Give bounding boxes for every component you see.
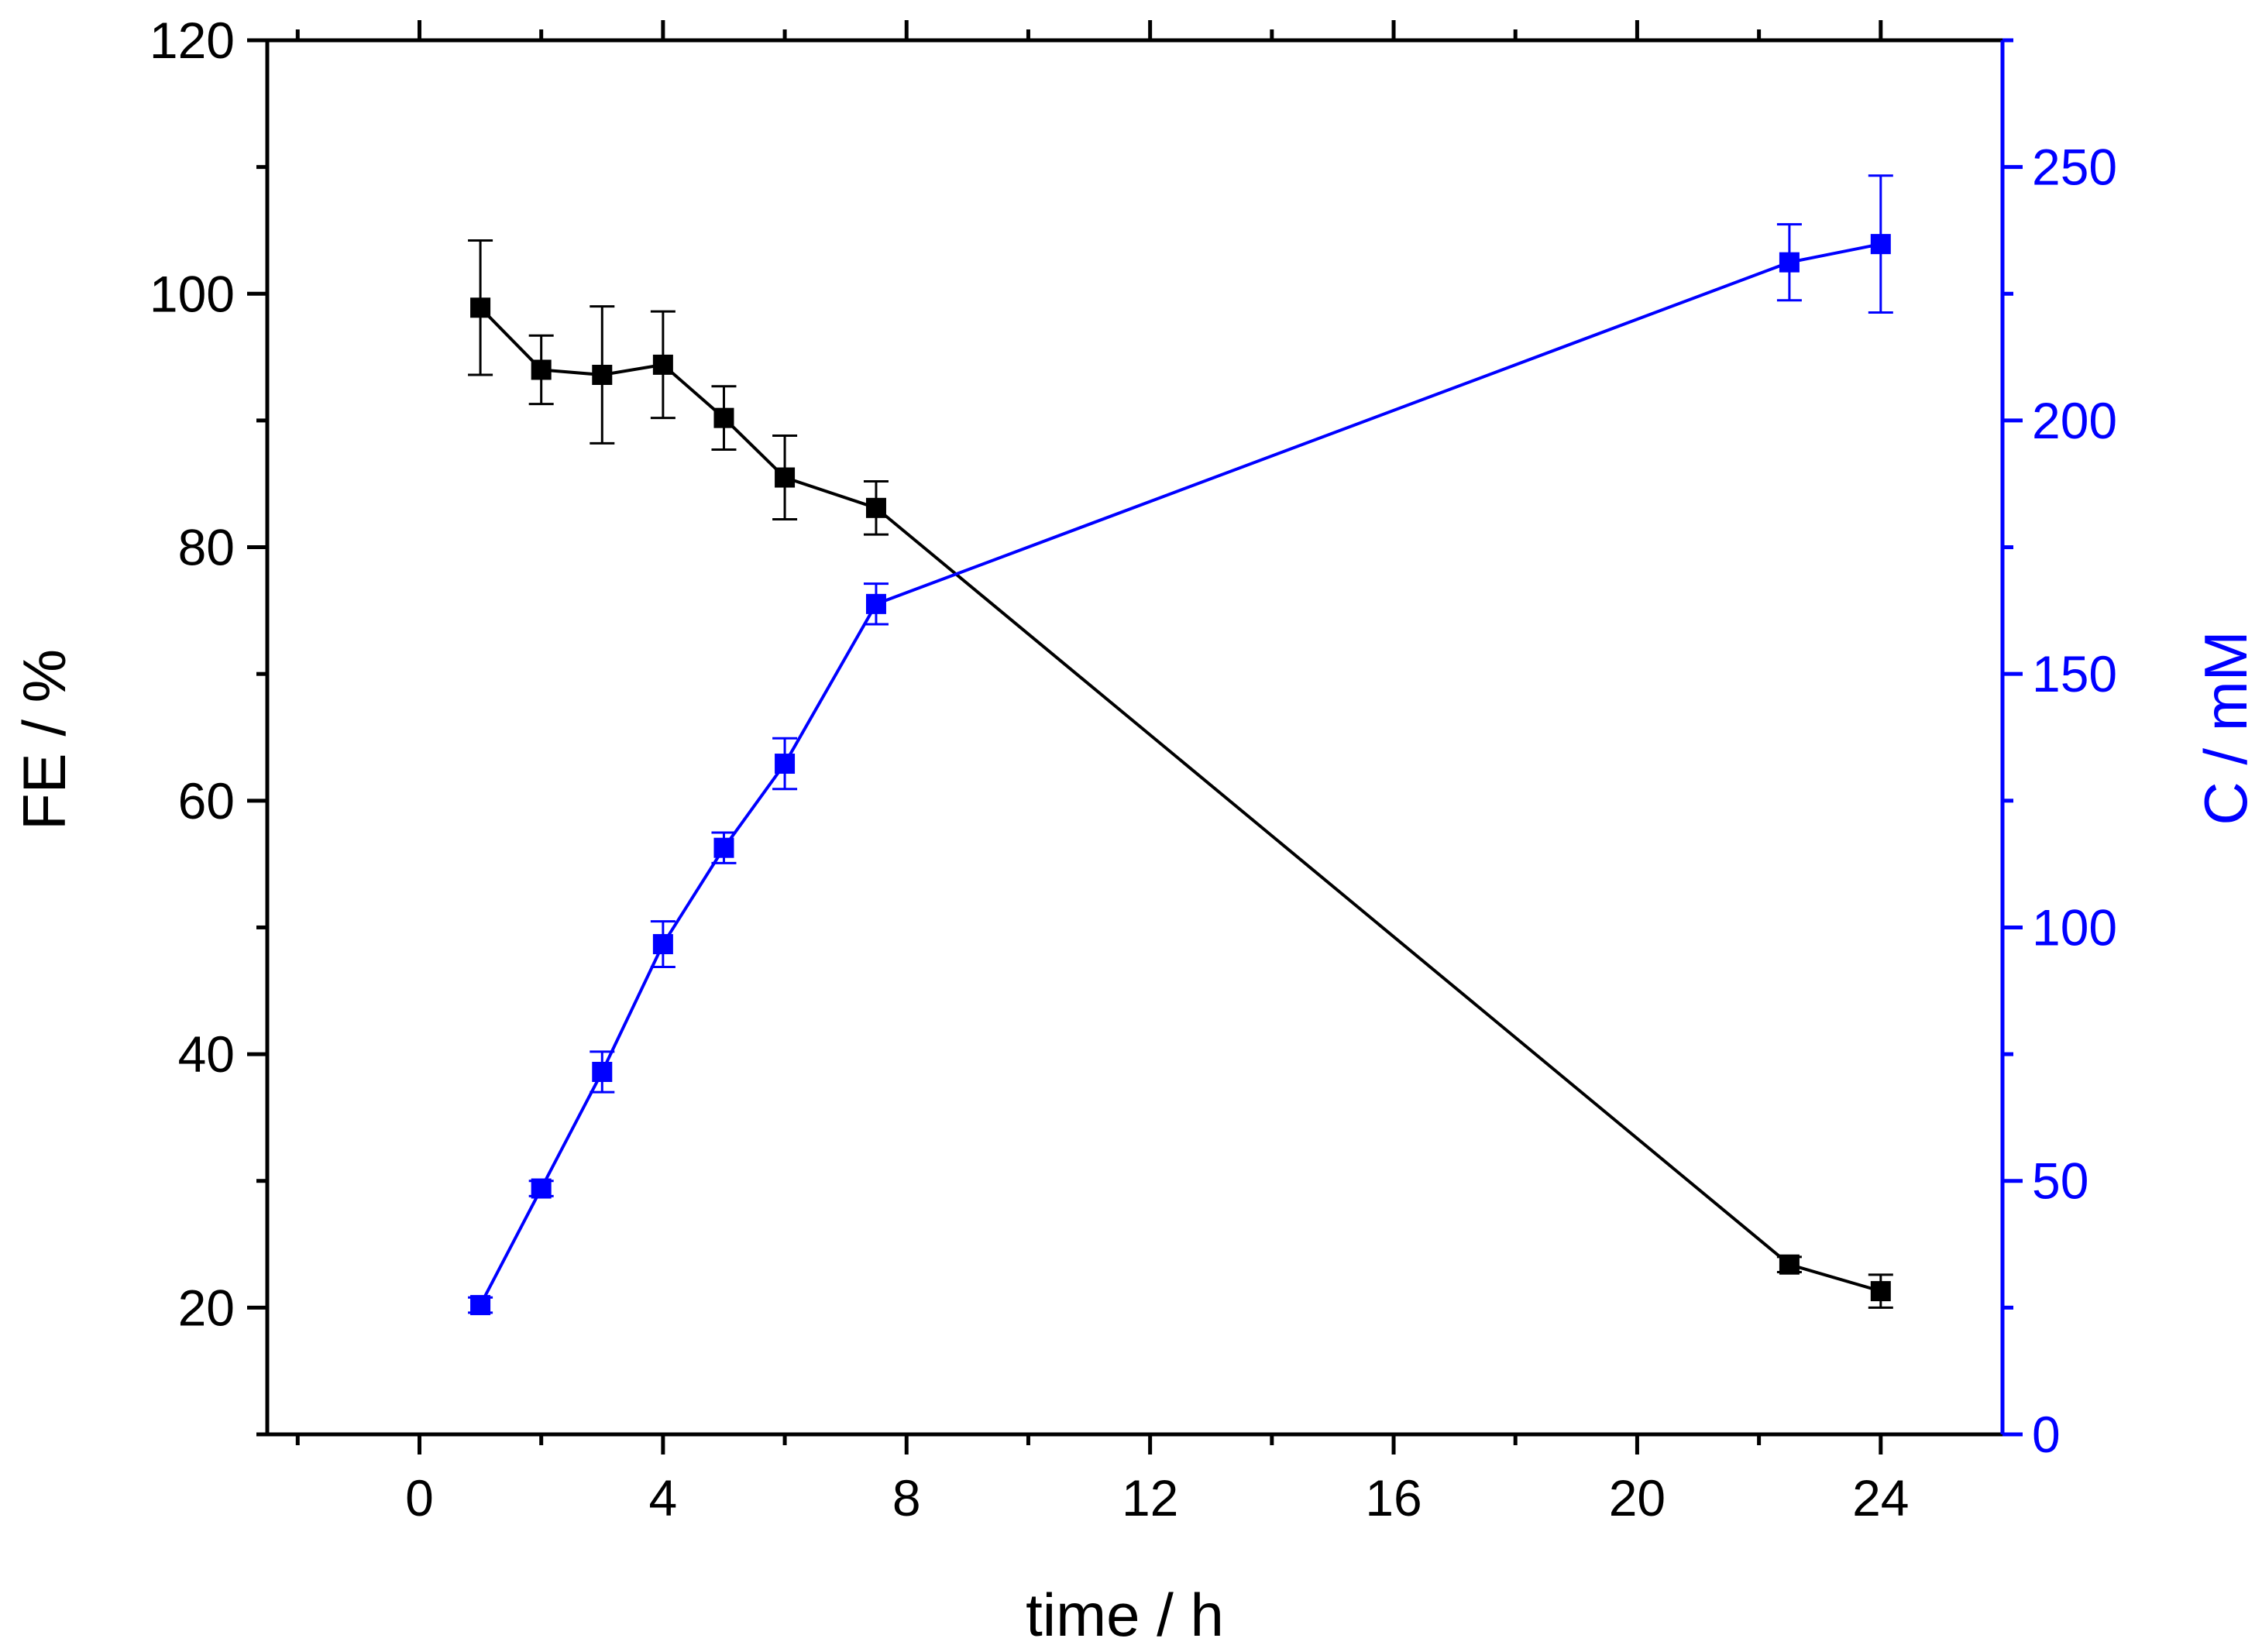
data-point xyxy=(652,934,673,955)
series-c xyxy=(468,174,1893,1316)
data-point xyxy=(592,1062,613,1082)
y2-axis-label: C / mM xyxy=(2192,630,2260,825)
y-tick-label: 20 xyxy=(178,1279,235,1336)
x-tick-label: 24 xyxy=(1852,1469,1909,1527)
data-point xyxy=(470,297,491,318)
x-tick-label: 20 xyxy=(1609,1469,1666,1527)
y2-tick-label: 50 xyxy=(2032,1152,2088,1210)
x-tick-label: 8 xyxy=(892,1469,921,1527)
series-fe xyxy=(468,239,1893,1309)
data-point xyxy=(713,407,734,428)
x-axis-label: time / h xyxy=(1026,1581,1224,1649)
data-point xyxy=(1779,1254,1800,1275)
data-point xyxy=(1870,234,1891,255)
data-point xyxy=(775,754,796,774)
y-tick-label: 120 xyxy=(150,12,235,69)
y-tick-label: 100 xyxy=(150,265,235,322)
y-tick-label: 60 xyxy=(178,772,235,829)
y2-tick-label: 150 xyxy=(2032,645,2117,702)
y-axis-label: FE / % xyxy=(10,649,78,830)
y2-tick-label: 200 xyxy=(2032,392,2117,449)
data-point xyxy=(1870,1281,1891,1302)
left-axis: 20 40 60 80 100 120 xyxy=(150,12,267,1437)
x-tick-label: 16 xyxy=(1365,1469,1421,1527)
data-point xyxy=(713,837,734,858)
x-tick-label: 4 xyxy=(649,1469,678,1527)
series-line-fe xyxy=(479,306,1882,1293)
data-point xyxy=(531,1178,552,1199)
y2-tick-label: 100 xyxy=(2032,898,2117,956)
data-point xyxy=(470,1295,491,1316)
y2-tick-label: 250 xyxy=(2032,139,2117,196)
y-tick-label: 40 xyxy=(178,1025,235,1083)
series-layer xyxy=(468,174,1893,1316)
plot-frame xyxy=(265,38,2005,1437)
series-line-c xyxy=(479,242,1882,1307)
data-point xyxy=(592,365,613,385)
data-point xyxy=(865,593,886,614)
data-point xyxy=(865,497,886,518)
x-tick-label: 0 xyxy=(405,1469,434,1527)
data-point xyxy=(1779,252,1800,273)
right-axis: 0 50 100 150 200 250 xyxy=(2002,38,2117,1463)
data-point xyxy=(775,467,796,488)
x-tick-label: 12 xyxy=(1122,1469,1178,1527)
y-tick-label: 80 xyxy=(178,519,235,576)
data-point xyxy=(531,359,552,380)
y2-tick-label: 0 xyxy=(2032,1406,2061,1463)
bottom-axis: 0 4 8 12 16 20 24 xyxy=(295,20,1910,1527)
data-point xyxy=(652,354,673,375)
